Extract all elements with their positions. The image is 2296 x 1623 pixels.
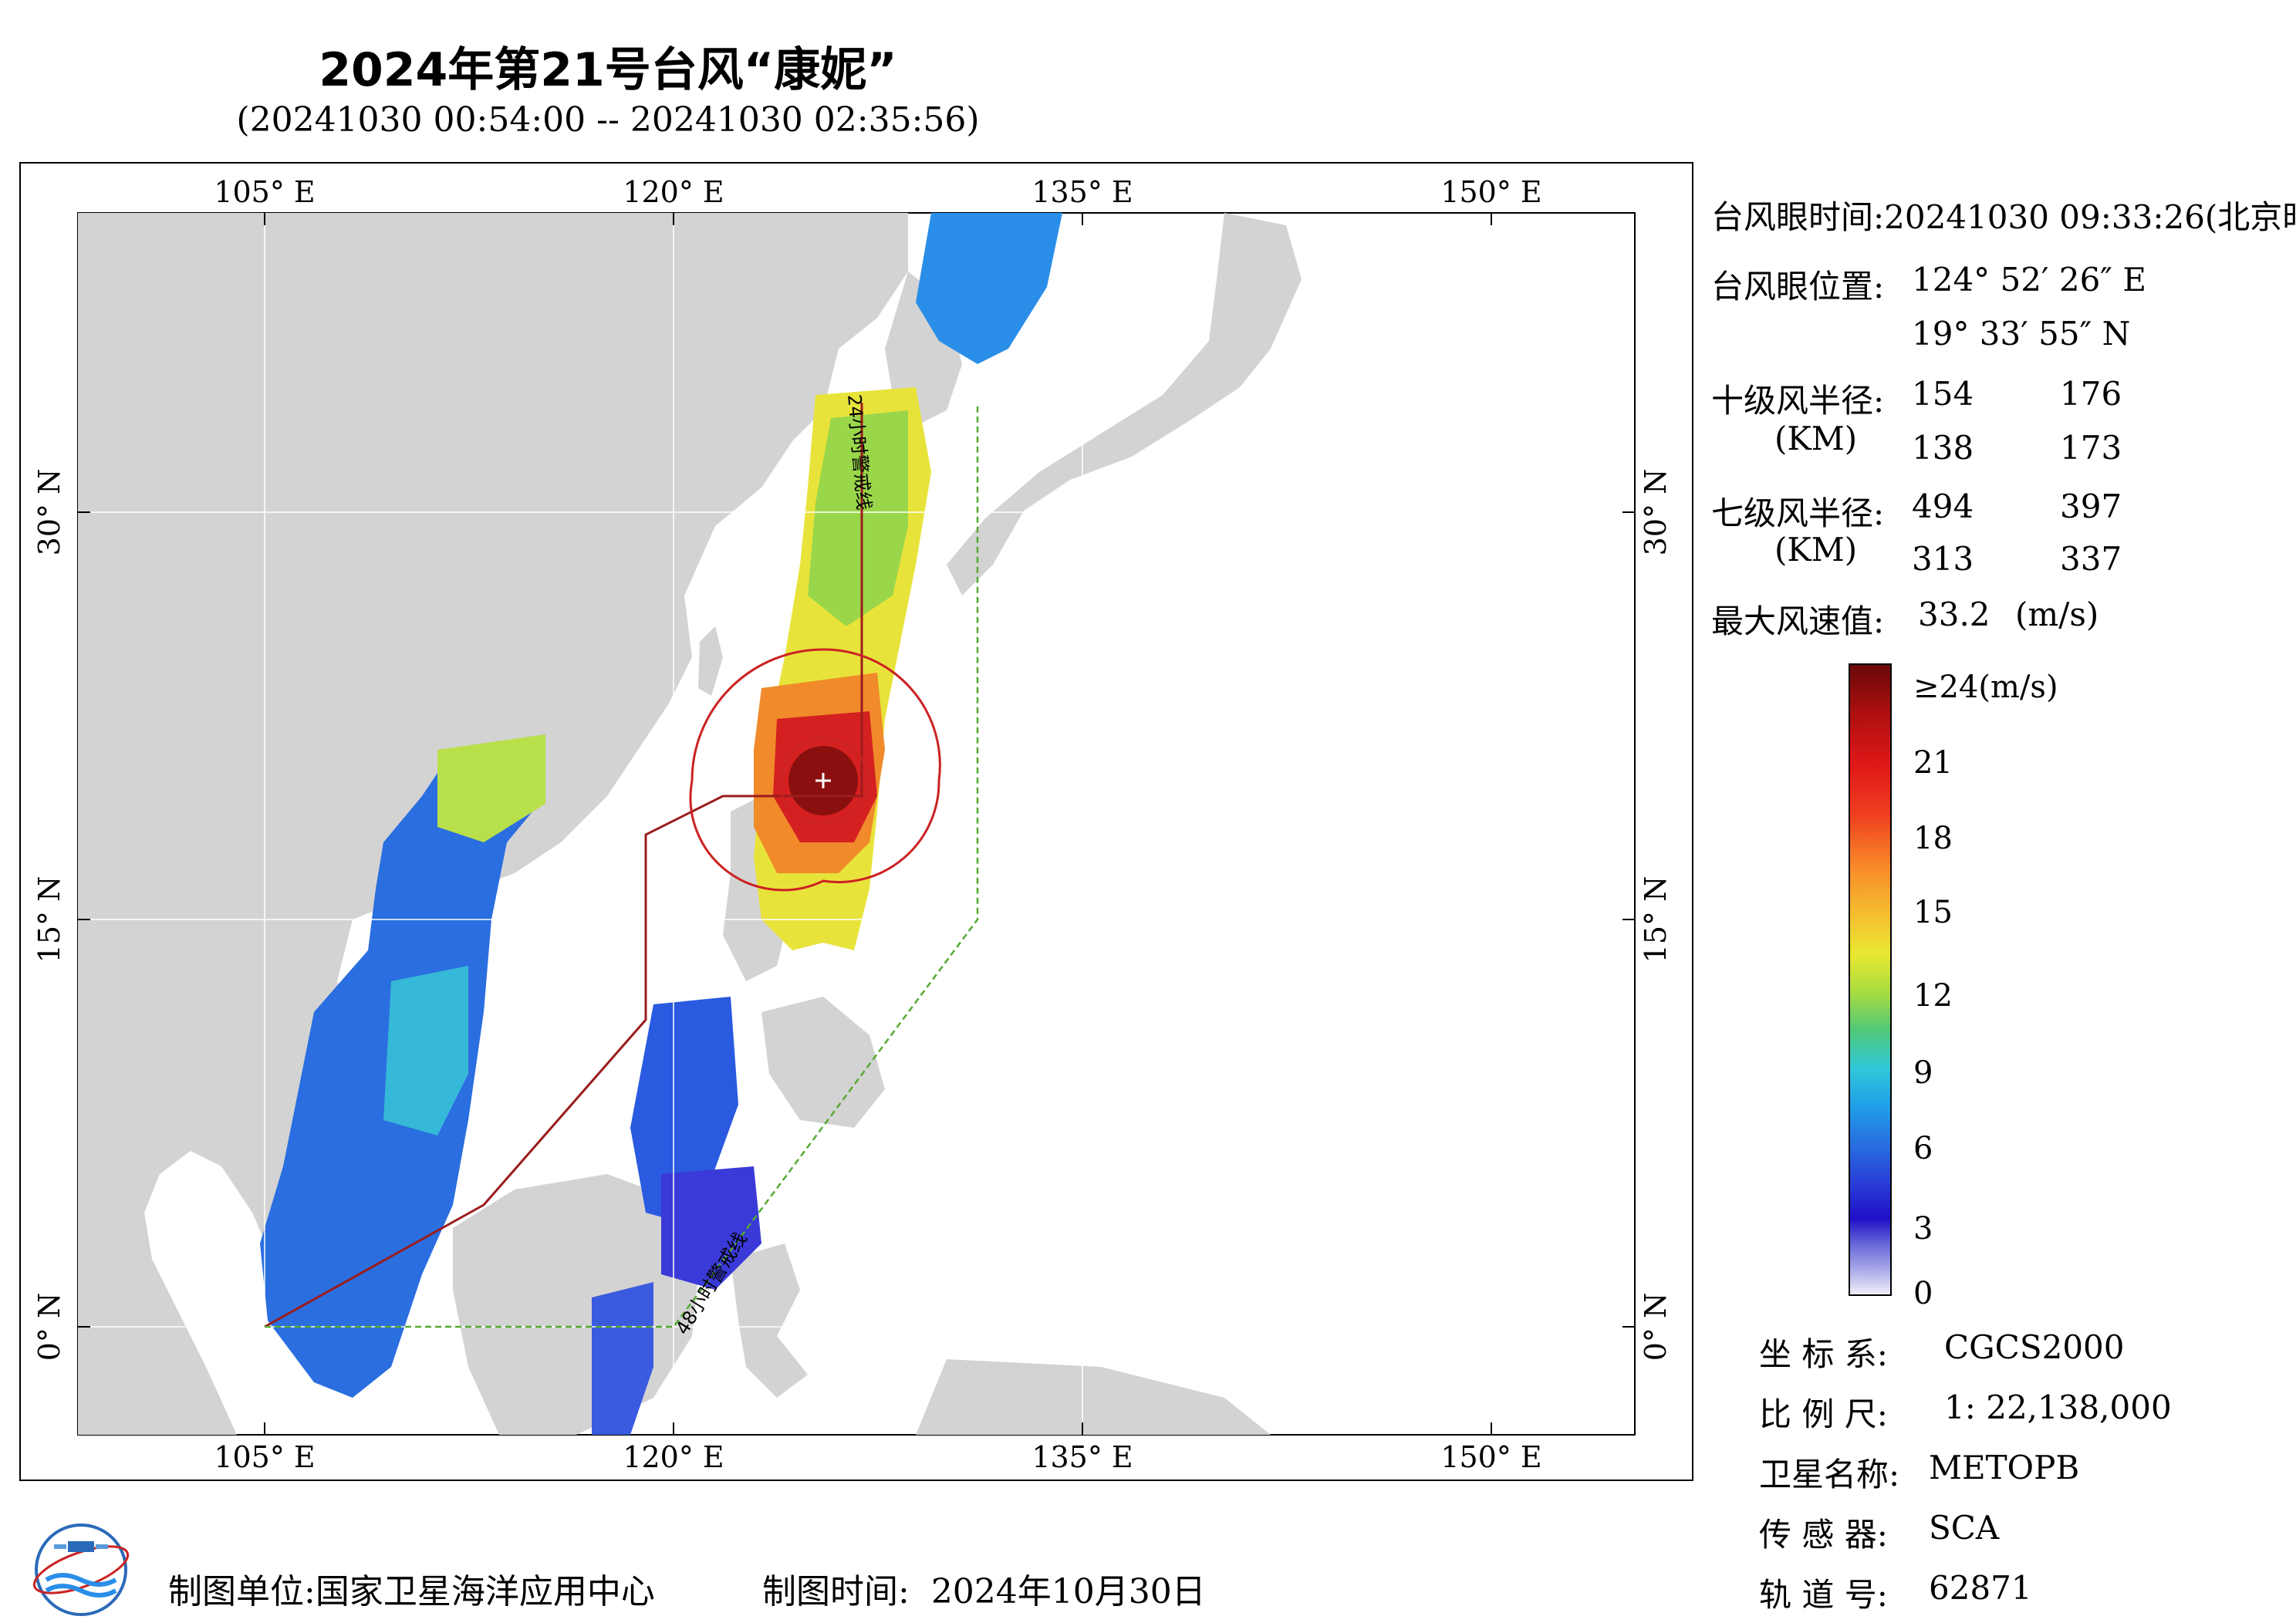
- lon-top-105: 105° E: [214, 175, 315, 209]
- lon-top-120: 120° E: [623, 175, 724, 209]
- eye-time-value: 20241030 09:33:26(北京时): [1884, 198, 2296, 236]
- footer-org: 制图单位:国家卫星海洋应用中心: [168, 1564, 655, 1613]
- eye-lon: 124° 52′ 26″ E: [1912, 261, 2146, 299]
- satellite-label: 卫星名称:: [1759, 1456, 1900, 1493]
- lat-right-15: 15° N: [1639, 876, 1673, 963]
- map-frame: 105° E 120° E 135° E 150° E 105° E 120° …: [19, 162, 1693, 1481]
- scale-value: 1: 22,138,000: [1944, 1388, 2172, 1426]
- orbit-value: 62871: [1929, 1569, 2032, 1607]
- satellite-value: METOPB: [1929, 1449, 2080, 1486]
- r7-value-sw: 313: [1912, 540, 1974, 578]
- r10-value-se: 176: [2060, 375, 2122, 413]
- lon-bottom-135: 135° E: [1032, 1440, 1133, 1474]
- wind-swath-west-teal: [383, 966, 468, 1135]
- colorbar-label-24: ≥24(m/s): [1913, 670, 2058, 705]
- lon-bottom-150: 150° E: [1440, 1440, 1541, 1474]
- sensor-value: SCA: [1929, 1509, 2000, 1547]
- wind-swath-south2: [661, 1166, 761, 1290]
- footer-date-value: 2024年10月30日: [930, 1572, 1206, 1611]
- r10-label: 十级风半径:: [1711, 382, 1885, 420]
- land-sumatra: [78, 1321, 191, 1435]
- eye-time-label: 台风眼时间:: [1711, 198, 1885, 236]
- typhoon-radii: [689, 648, 941, 892]
- lon-top-150: 150° E: [1440, 175, 1541, 209]
- r7-label: 七级风半径:: [1711, 494, 1885, 532]
- colorbar-label-3: 3: [1913, 1211, 1933, 1247]
- r10-value-ne: 154: [1912, 375, 1974, 413]
- r7-value-se: 397: [2060, 488, 2122, 525]
- land-hainan: [302, 850, 345, 896]
- lon-bottom-120: 120° E: [623, 1440, 724, 1474]
- agency-logo-icon: [32, 1523, 130, 1616]
- map-subtitle: (20241030 00:54:00 -- 20241030 02:35:56): [236, 100, 980, 140]
- colorbar-label-6: 6: [1913, 1131, 1933, 1166]
- land-mindanao: [761, 997, 885, 1128]
- footer-date-label: 制图时间:: [762, 1572, 910, 1611]
- land-sulawesi: [731, 1243, 808, 1398]
- lat-left-15: 15° N: [32, 876, 66, 963]
- lon-top-135: 135° E: [1032, 175, 1133, 209]
- eye-pos-label: 台风眼位置:: [1711, 268, 1885, 305]
- r10-value-nw: 173: [2060, 429, 2122, 467]
- wind-swath-green: [808, 410, 908, 626]
- r10-value-sw: 138: [1912, 429, 1974, 467]
- colorbar-label-12: 12: [1913, 978, 1953, 1014]
- footer-org-value: 国家卫星海洋应用中心: [315, 1572, 655, 1611]
- coord-value: CGCS2000: [1944, 1328, 2125, 1366]
- land-papua: [916, 1359, 1271, 1435]
- colorbar-label-18: 18: [1913, 821, 1953, 856]
- max-wind-label: 最大风速值:: [1711, 602, 1885, 640]
- eye-lat: 19° 33′ 55″ N: [1912, 315, 2131, 353]
- lon-bottom-105: 105° E: [214, 1440, 315, 1474]
- colorbar-label-9: 9: [1913, 1055, 1933, 1091]
- max-wind-value: 33.2: [1918, 596, 1990, 633]
- tick-labels: 105° E 120° E 135° E 150° E 105° E 120° …: [32, 175, 1673, 1474]
- sensor-label: 传 感 器:: [1759, 1516, 1888, 1554]
- colorbar: [1849, 663, 1892, 1296]
- scale-label: 比 例 尺:: [1759, 1395, 1888, 1433]
- axis-ticks: [78, 213, 1635, 1435]
- wind-swath-south3: [592, 1282, 653, 1435]
- lat-left-30: 30° N: [32, 469, 66, 556]
- wind-swath-north: [916, 213, 1062, 364]
- coord-label: 坐 标 系:: [1759, 1335, 1888, 1373]
- radius-7-level: [689, 648, 941, 892]
- warning-line-48h: [265, 403, 979, 1328]
- r7-value-nw: 337: [2060, 540, 2122, 578]
- lat-right-0: 0° N: [1639, 1293, 1673, 1361]
- max-wind-unit: (m/s): [2015, 596, 2099, 633]
- lat-left-0: 0° N: [32, 1293, 66, 1361]
- orbit-label: 轨 道 号:: [1759, 1576, 1888, 1614]
- wind-field-layer: [260, 213, 1062, 1435]
- r7-unit: (KM): [1774, 531, 1858, 569]
- eye-time: 台风眼时间:20241030 09:33:26(北京时): [1711, 191, 2296, 238]
- land-japan: [947, 213, 1302, 596]
- r10-unit: (KM): [1774, 420, 1858, 457]
- radius-10-level: [779, 737, 871, 825]
- wind-swath-west-green: [437, 734, 545, 842]
- land-taiwan: [698, 626, 723, 696]
- warning-line-24h: [264, 403, 863, 1328]
- map-canvas: 105° E 120° E 135° E 150° E 105° E 120° …: [32, 175, 1673, 1474]
- lat-right-30: 30° N: [1639, 469, 1673, 556]
- r7-value-ne: 494: [1912, 488, 1974, 525]
- colorbar-label-15: 15: [1913, 895, 1953, 930]
- map-title: 2024年第21号台风“康妮”: [319, 43, 897, 97]
- colorbar-label-0: 0: [1913, 1276, 1933, 1311]
- footer-org-label: 制图单位:: [168, 1572, 316, 1611]
- footer-date: 制图时间: 2024年10月30日: [762, 1564, 1206, 1613]
- colorbar-label-21: 21: [1913, 745, 1953, 781]
